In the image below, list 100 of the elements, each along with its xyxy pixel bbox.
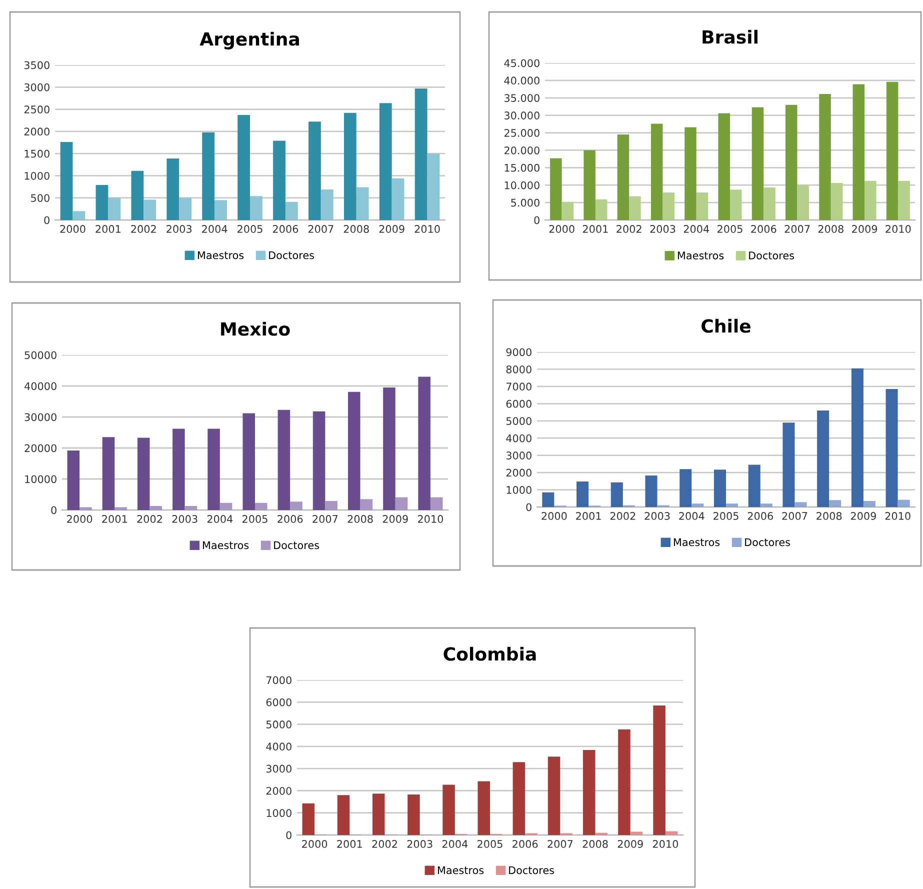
bar	[108, 198, 121, 220]
chart-title: Chile	[702, 318, 750, 333]
bar	[684, 127, 696, 220]
x-tick-label: 2003	[407, 840, 432, 848]
x-tick-label: 2001	[582, 225, 608, 233]
bar	[864, 180, 876, 220]
chart-title: Colombia	[444, 646, 536, 661]
bar	[395, 497, 408, 510]
bar	[114, 507, 127, 510]
y-tick-label: 2000	[506, 468, 532, 477]
x-tick-label: 2006	[278, 515, 303, 523]
bar	[360, 499, 373, 510]
x-tick-label: 2007	[548, 840, 573, 848]
y-tick-label: 45.000	[504, 59, 540, 68]
bar	[562, 202, 574, 220]
x-tick-label: 2001	[102, 515, 127, 523]
bar	[730, 190, 742, 220]
bar	[137, 438, 150, 510]
bar	[208, 428, 220, 510]
x-tick-label: 2007	[784, 225, 810, 233]
bar	[645, 475, 658, 507]
bar	[830, 183, 843, 220]
y-tick-label: 30.000	[504, 112, 540, 120]
bar	[348, 392, 360, 510]
y-tick-label: 25.000	[504, 129, 540, 137]
bar	[576, 482, 589, 507]
x-tick-label: 2010	[885, 512, 910, 520]
bar	[383, 388, 396, 510]
y-tick-label: 4000	[506, 434, 532, 442]
x-tick-label: 2005	[242, 515, 268, 523]
bar	[662, 192, 674, 220]
y-tick-label: 6000	[506, 400, 532, 408]
bar	[851, 368, 864, 507]
x-tick-label: 2010	[652, 840, 678, 848]
bar	[752, 107, 764, 220]
bar	[797, 185, 810, 220]
y-tick-label: 2500	[24, 106, 50, 114]
x-tick-label: 2003	[644, 512, 670, 520]
x-tick-label: 2008	[348, 515, 373, 523]
x-tick-label: 2001	[337, 840, 362, 848]
bar	[794, 502, 807, 507]
bar	[325, 501, 338, 510]
bar	[726, 504, 738, 507]
bar	[650, 124, 663, 220]
bar	[550, 158, 562, 220]
bar	[863, 500, 876, 507]
x-tick-label: 2000	[67, 515, 92, 523]
bar	[829, 500, 842, 507]
legend-label: Doctores	[274, 541, 319, 550]
legend-label: Maestros	[674, 538, 720, 546]
bar	[442, 784, 455, 835]
x-tick-label: 2003	[650, 225, 676, 233]
chart-title: Argentina	[200, 32, 299, 50]
y-tick-label: 3500	[24, 61, 50, 70]
bar	[512, 762, 526, 835]
bar	[308, 122, 321, 220]
x-tick-label: 2005	[478, 840, 502, 848]
bar	[320, 189, 334, 220]
legend-label: Doctores	[509, 866, 554, 874]
bar	[150, 506, 162, 510]
bar	[238, 115, 250, 220]
y-tick-label: 1000	[506, 486, 532, 494]
bar	[653, 705, 666, 835]
bar	[418, 376, 430, 510]
x-tick-label: 2004	[679, 512, 704, 520]
y-tick-label: 8000	[506, 365, 532, 374]
x-tick-label: 2002	[610, 512, 636, 520]
bar	[172, 428, 185, 510]
bar	[67, 450, 80, 510]
y-tick-label: 30000	[24, 413, 56, 422]
bar	[278, 410, 290, 510]
x-tick-label: 2005	[238, 225, 262, 233]
x-tick-label: 2003	[166, 225, 192, 233]
bar	[680, 469, 692, 507]
y-tick-label: 1000	[24, 172, 50, 180]
y-tick-label: 7000	[506, 382, 532, 391]
bar	[302, 803, 315, 835]
y-tick-label: 5000	[506, 417, 532, 425]
chart-title: Mexico	[221, 322, 290, 336]
y-tick-label: 3000	[506, 452, 532, 460]
bar	[584, 150, 596, 220]
bar	[290, 502, 302, 510]
x-tick-label: 2006	[748, 512, 773, 520]
bar	[220, 502, 232, 510]
bar	[285, 202, 298, 220]
x-tick-label: 2003	[172, 515, 198, 523]
bar	[852, 84, 865, 220]
bar	[214, 200, 227, 220]
bar	[430, 497, 443, 510]
legend-label: Maestros	[198, 251, 244, 260]
y-tick-label: 0	[534, 216, 540, 224]
bar	[764, 188, 776, 220]
y-tick-label: 1500	[24, 150, 50, 158]
y-tick-label: 40.000	[504, 76, 540, 85]
bar	[72, 211, 86, 220]
x-tick-label: 2008	[582, 840, 608, 848]
y-tick-label: 2000	[24, 128, 50, 136]
x-tick-label: 2010	[414, 225, 440, 233]
y-tick-label: 7000	[266, 676, 292, 684]
y-tick-label: 1000	[266, 809, 292, 817]
